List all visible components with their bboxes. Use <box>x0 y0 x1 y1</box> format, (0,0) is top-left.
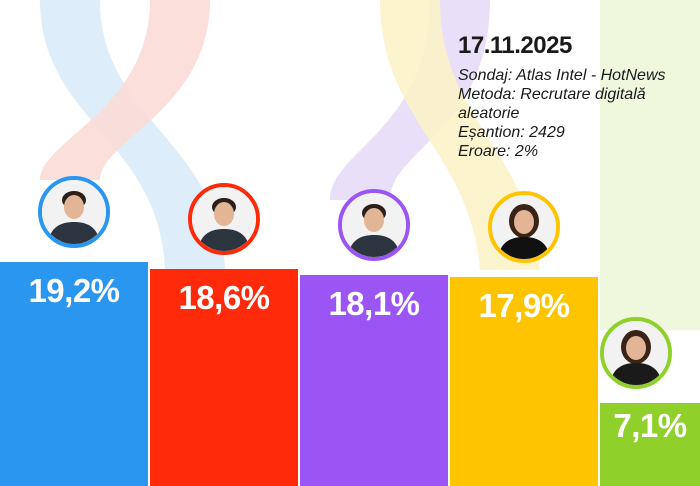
bar-value-label-5: 7,1% <box>613 407 687 445</box>
ribbon-5 <box>600 0 700 330</box>
poll-source: Sondaj: Atlas Intel - HotNews <box>458 67 666 84</box>
poll-sample: Eșantion: 2429 <box>458 124 565 141</box>
bar-1: 19,2% <box>0 262 148 486</box>
ribbon-2 <box>40 0 210 180</box>
bar-5: 7,1% <box>600 403 700 486</box>
bar-3: 18,1% <box>300 274 448 486</box>
bar-value-label-4: 17,9% <box>478 287 570 325</box>
person-photo-icon <box>192 187 256 251</box>
poll-method: Metoda: Recrutare digitală aleatorie <box>458 86 646 122</box>
bar-value-label-2: 18,6% <box>178 279 270 316</box>
person-photo-icon <box>342 192 406 257</box>
candidate-avatar-4 <box>488 191 560 264</box>
poll-error: Eroare: 2% <box>458 143 539 160</box>
bar-value-label-1: 19,2% <box>28 272 120 309</box>
candidate-avatar-3 <box>338 188 410 261</box>
poll-date: 17.11.2025 <box>458 32 572 59</box>
bar-value-label-3: 18,1% <box>328 284 420 322</box>
person-photo-icon <box>42 180 106 244</box>
person-photo-icon <box>604 321 668 386</box>
bar-2: 18,6% <box>150 269 298 486</box>
bar-4: 17,9% <box>450 277 598 486</box>
candidate-avatar-5 <box>600 317 672 390</box>
person-photo-icon <box>492 195 556 260</box>
candidate-avatar-2 <box>188 183 260 255</box>
candidate-avatar-1 <box>38 176 110 248</box>
poll-info: 17.11.2025 Sondaj: Atlas Intel - HotNews… <box>458 32 700 161</box>
